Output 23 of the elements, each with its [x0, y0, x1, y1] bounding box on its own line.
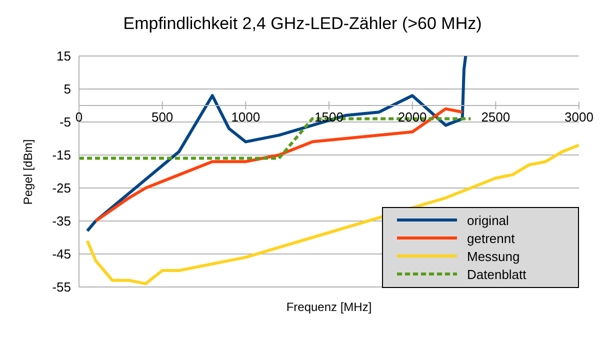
x-tick-label: 1000 [231, 110, 260, 124]
chart-title: Empfindlichkeit 2,4 GHz-LED-Zähler (>60 MHz) [122, 14, 483, 34]
y-tick-label: -35 [52, 214, 71, 229]
y-tick-label: -25 [52, 180, 71, 196]
x-tick-label: 0 [75, 110, 83, 124]
y-tick-label: -5 [59, 114, 71, 130]
y-tick-label: -55 [52, 280, 71, 295]
legend-label: Datenblatt [467, 266, 526, 282]
y-axis-title: Pegel [dBm] [21, 139, 35, 205]
legend-label: getrennt [467, 230, 515, 246]
legend-label: original [467, 212, 509, 228]
y-tick-label: 5 [64, 82, 71, 97]
line-series [86, 144, 579, 286]
y-tick-label: 15 [56, 48, 71, 64]
x-tick-label: 2500 [481, 110, 510, 124]
line-series [94, 107, 464, 222]
y-tick-label: -45 [52, 246, 71, 262]
x-tick-label: 3000 [564, 110, 594, 124]
x-tick-label: 500 [151, 110, 174, 124]
line-series [86, 56, 468, 232]
y-tick-label: -15 [52, 148, 71, 163]
legend-label: Messung [467, 248, 520, 264]
x-axis-title: Frequenz [MHz] [285, 300, 373, 314]
